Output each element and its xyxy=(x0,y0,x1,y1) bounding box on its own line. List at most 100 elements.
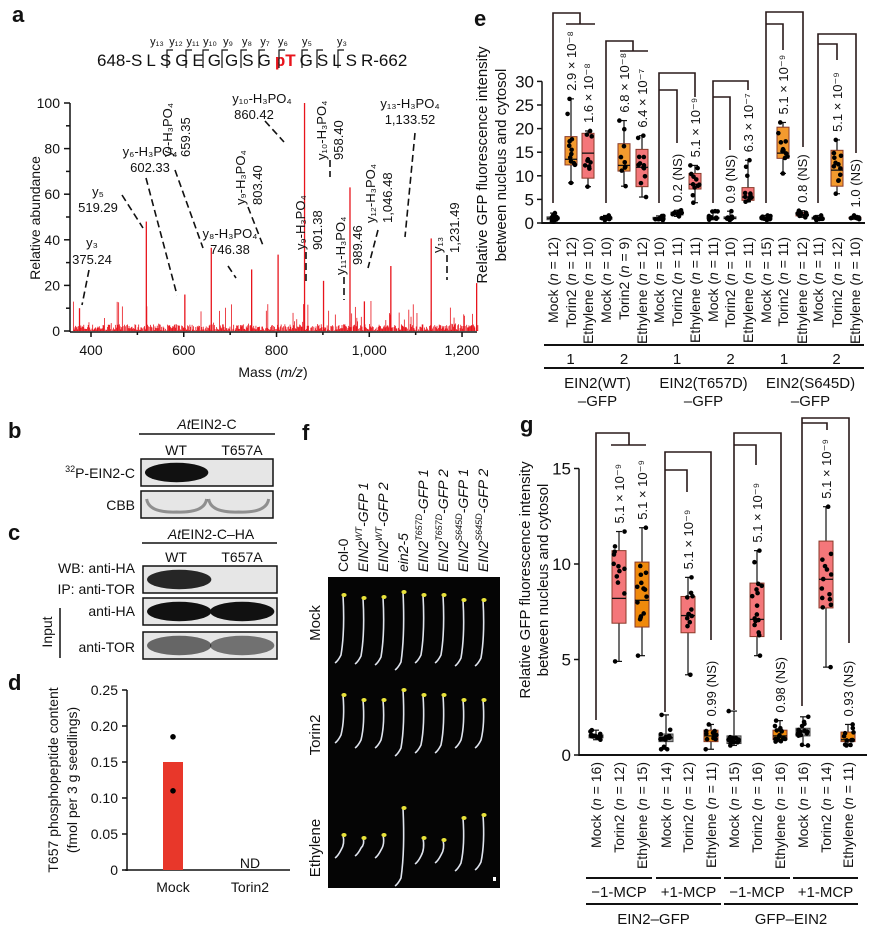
leader-line xyxy=(121,194,144,229)
data-point xyxy=(661,744,667,750)
p-value-label: 1.6 × 10⁻⁸ xyxy=(581,63,596,123)
treatment: Ethylene ( xyxy=(772,806,788,869)
fragment-bracket xyxy=(221,49,228,68)
data-point xyxy=(688,163,693,168)
cotyledon xyxy=(361,596,367,600)
data-point xyxy=(635,135,641,141)
data-point xyxy=(777,120,783,125)
significance-bracket xyxy=(595,432,646,720)
significance-bracket xyxy=(765,11,804,203)
not-detected-label: ND xyxy=(240,855,260,871)
data-point xyxy=(798,210,804,216)
data-point xyxy=(759,583,765,589)
peak-mz-label: 989.46 xyxy=(350,225,365,265)
n-symbol: n xyxy=(818,798,834,806)
data-point xyxy=(621,126,627,132)
category-label: Torin2 (n = 11) xyxy=(669,237,685,327)
group-label: EIN2(S645D) xyxy=(766,375,855,392)
data-point xyxy=(622,159,628,165)
residue: S xyxy=(131,51,142,70)
gel-band xyxy=(145,498,209,514)
data-point xyxy=(838,153,844,159)
peak-ion-label: y₁₀-H₃PO₄ xyxy=(314,101,329,160)
n-symbol: n xyxy=(705,272,721,280)
fragment-bracket xyxy=(316,49,323,68)
data-point xyxy=(677,212,682,217)
p-value-label: 0.93 (NS) xyxy=(841,661,856,717)
data-point xyxy=(710,730,716,736)
fragment-bracket xyxy=(301,49,308,68)
treatment: Ethylene ( xyxy=(580,281,596,344)
p-value-label: 2.9 × 10⁻⁸ xyxy=(564,31,579,91)
peak-ion-label: y₁₂-H₃PO₄ xyxy=(363,164,378,223)
box-mock xyxy=(795,714,811,748)
seedling xyxy=(394,807,405,887)
peptide-start: 648- xyxy=(97,51,131,70)
x-tick-label: 1,200 xyxy=(445,342,480,358)
residue: S xyxy=(317,51,328,70)
data-point xyxy=(170,734,176,740)
cotyledon xyxy=(421,593,427,597)
ion-label: y₅ xyxy=(302,36,312,48)
category-label: Mock xyxy=(156,879,190,895)
treatment: Ethylene ( xyxy=(703,805,719,868)
subgroup-label: 1 xyxy=(673,351,681,368)
treatment: Torin2 ( xyxy=(669,280,685,327)
box-mock xyxy=(706,208,720,222)
y-tick-label: 15 xyxy=(552,460,571,479)
data-point xyxy=(780,171,786,176)
box-ethylene xyxy=(848,213,862,222)
p-value-label: 0.2 (NS) xyxy=(670,154,685,202)
data-point xyxy=(728,738,733,744)
data-point xyxy=(713,215,719,221)
cbb-stain-blot xyxy=(140,490,274,519)
header-text: EIN2-C xyxy=(191,416,237,432)
genotype-superscript: WT xyxy=(354,525,364,540)
p-value-label: 1.0 (NS) xyxy=(848,159,863,207)
peak-ion-label: y₉-H₃PO₄ xyxy=(233,150,248,205)
treatment-row-label: Mock xyxy=(307,605,324,641)
peak-ion-label: y₁₁-H₃PO₄ xyxy=(333,217,348,275)
y-tick-label: 0.25 xyxy=(91,682,118,698)
data-point xyxy=(749,593,755,599)
x-label-suffix: ) xyxy=(303,364,308,380)
p-value-label: 5.1 × 10⁻⁹ xyxy=(750,483,765,543)
data-point xyxy=(587,166,592,171)
data-point xyxy=(602,215,608,220)
category-label: Mock (n = 15) xyxy=(758,237,774,323)
genotype-base: EIN2 xyxy=(455,541,471,572)
scale-bar xyxy=(493,877,496,881)
data-point xyxy=(667,735,673,740)
p-value-label: 6.8 × 10⁻⁸ xyxy=(617,53,632,113)
cotyledon xyxy=(361,698,367,702)
data-point xyxy=(848,742,853,748)
n-count: = 15) xyxy=(758,237,774,273)
group-label: –GFP xyxy=(578,393,617,410)
data-point xyxy=(689,575,694,580)
data-point xyxy=(757,653,763,658)
data-point xyxy=(611,561,616,567)
seedling xyxy=(434,839,445,864)
data-point xyxy=(611,552,617,557)
data-point xyxy=(686,611,692,617)
n-count: = 10) xyxy=(722,237,738,273)
y-tick-label: 10 xyxy=(515,167,534,186)
data-point xyxy=(822,563,828,569)
group-label: GFP–EIN2 xyxy=(755,911,828,928)
data-point xyxy=(693,177,699,182)
p-value-label: 5.1 × 10⁻⁹ xyxy=(612,464,627,524)
data-point xyxy=(828,602,834,608)
y-tick-label: 0.10 xyxy=(91,790,118,806)
n-count: = 12) xyxy=(545,237,561,273)
data-point xyxy=(828,551,834,557)
box-torin2 xyxy=(776,120,790,176)
data-point xyxy=(684,615,690,621)
residue: E xyxy=(192,51,203,70)
data-point xyxy=(851,730,856,735)
data-point xyxy=(690,182,696,187)
cotyledon xyxy=(381,698,387,702)
fragment-bracket xyxy=(166,49,173,68)
data-point xyxy=(684,595,690,600)
genotype-label: Col-0 xyxy=(335,538,351,572)
residue: G xyxy=(300,51,313,70)
